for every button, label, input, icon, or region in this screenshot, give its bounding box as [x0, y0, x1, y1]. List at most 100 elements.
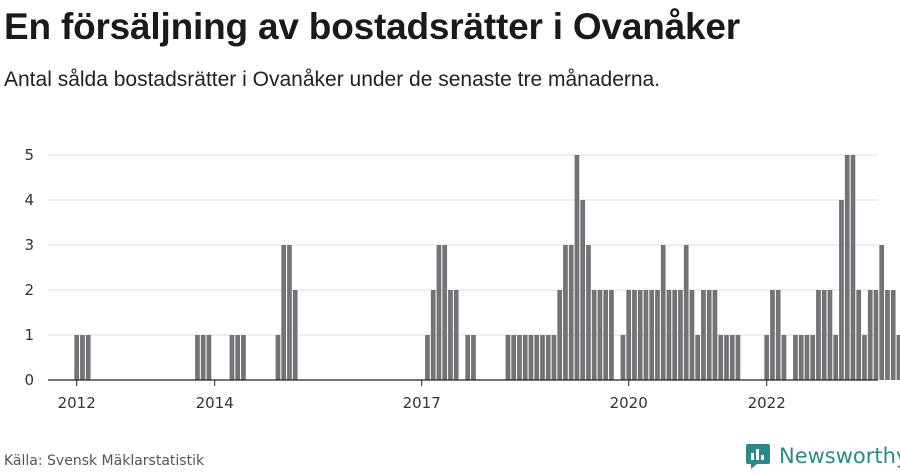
bar: [666, 290, 672, 380]
x-axis: 2012 2014 2017 2020 2022: [48, 379, 878, 412]
y-tick-label: 4: [24, 191, 34, 209]
bar: [620, 335, 626, 380]
bar: [505, 335, 511, 380]
bar: [695, 335, 701, 380]
bar: [281, 245, 287, 380]
bar: [735, 335, 741, 380]
bar: [292, 290, 298, 380]
y-tick-label: 3: [24, 236, 34, 254]
bar: [701, 290, 706, 380]
bar: [862, 335, 867, 380]
bar: [545, 335, 551, 380]
bar: [804, 335, 810, 380]
bar: [275, 335, 281, 380]
bar: [597, 290, 603, 380]
bar: [781, 335, 787, 380]
bar: [637, 290, 643, 380]
bar: [540, 335, 545, 380]
bar: [603, 290, 609, 380]
bar: [80, 335, 85, 380]
bar: [850, 155, 856, 380]
bar: [643, 290, 649, 380]
source-note: Källa: Svensk Mäklarstatistik: [4, 453, 205, 469]
bar: [235, 335, 241, 380]
bar: [436, 245, 442, 380]
newsworthy-logo-icon: [746, 444, 770, 469]
bar: [672, 290, 678, 380]
bar: [534, 335, 540, 380]
bar: [810, 335, 816, 380]
x-tick-label: 2020: [610, 394, 648, 412]
bar: [85, 335, 91, 380]
bar: [471, 335, 476, 380]
bar: [563, 245, 568, 380]
bar: [430, 290, 436, 380]
bar: [890, 290, 896, 380]
bar: [568, 245, 574, 380]
y-tick-label: 0: [24, 371, 34, 389]
chart-grid: [48, 154, 878, 336]
bar: [775, 290, 781, 380]
bar: [425, 335, 430, 380]
bar: [74, 335, 80, 380]
bar: [591, 290, 597, 380]
bar: [844, 155, 850, 380]
y-tick-label: 2: [24, 281, 34, 299]
bar: [206, 335, 212, 380]
x-tick-label: 2014: [196, 394, 234, 412]
bar: [879, 245, 885, 380]
bar: [626, 290, 632, 380]
bar: [229, 335, 235, 380]
bar: [557, 290, 563, 380]
bar: [793, 335, 798, 380]
bar: [200, 335, 206, 380]
bar: [609, 290, 614, 380]
bar: [683, 245, 689, 380]
bar: [580, 200, 586, 380]
bar: [511, 335, 517, 380]
bar: [453, 290, 459, 380]
bar: [649, 290, 655, 380]
bar: [827, 290, 833, 380]
bar: [442, 245, 448, 380]
bar: [632, 290, 637, 380]
bar: [724, 335, 729, 380]
bar: [522, 335, 528, 380]
bar: [655, 290, 660, 380]
bar: [816, 290, 821, 380]
bar: [867, 290, 873, 380]
y-tick-label: 5: [24, 146, 34, 164]
brand-name: Newsworthy: [779, 444, 900, 468]
bar: [574, 155, 580, 380]
bar: [764, 335, 770, 380]
bar: [856, 290, 862, 380]
bar: [195, 335, 200, 380]
chart-title: En försäljning av bostadsrätter i Ovanåk…: [4, 6, 740, 47]
chart-bars: [74, 155, 900, 380]
bar: [241, 335, 246, 380]
y-axis: 0 1 2 3 4 5: [24, 146, 34, 389]
bar: [465, 335, 471, 380]
bar: [770, 290, 775, 380]
bar: [798, 335, 804, 380]
bar: [821, 290, 827, 380]
chart-subtitle: Antal sålda bostadsrätter i Ovanåker und…: [4, 68, 661, 91]
bar: [586, 245, 591, 380]
bar: [712, 290, 718, 380]
bar: [528, 335, 534, 380]
bar: [839, 200, 844, 380]
bar: [706, 290, 712, 380]
bar: [660, 245, 666, 380]
bar: [833, 335, 839, 380]
bar: [551, 335, 557, 380]
bar: [718, 335, 724, 380]
bar: [873, 290, 879, 380]
x-tick-label: 2022: [748, 394, 786, 412]
brand-logo[interactable]: Newsworthy: [745, 441, 900, 471]
bar: [448, 290, 453, 380]
bar: [885, 290, 890, 380]
x-tick-label: 2017: [403, 394, 441, 412]
y-tick-label: 1: [24, 326, 34, 344]
x-tick-label: 2012: [58, 394, 96, 412]
